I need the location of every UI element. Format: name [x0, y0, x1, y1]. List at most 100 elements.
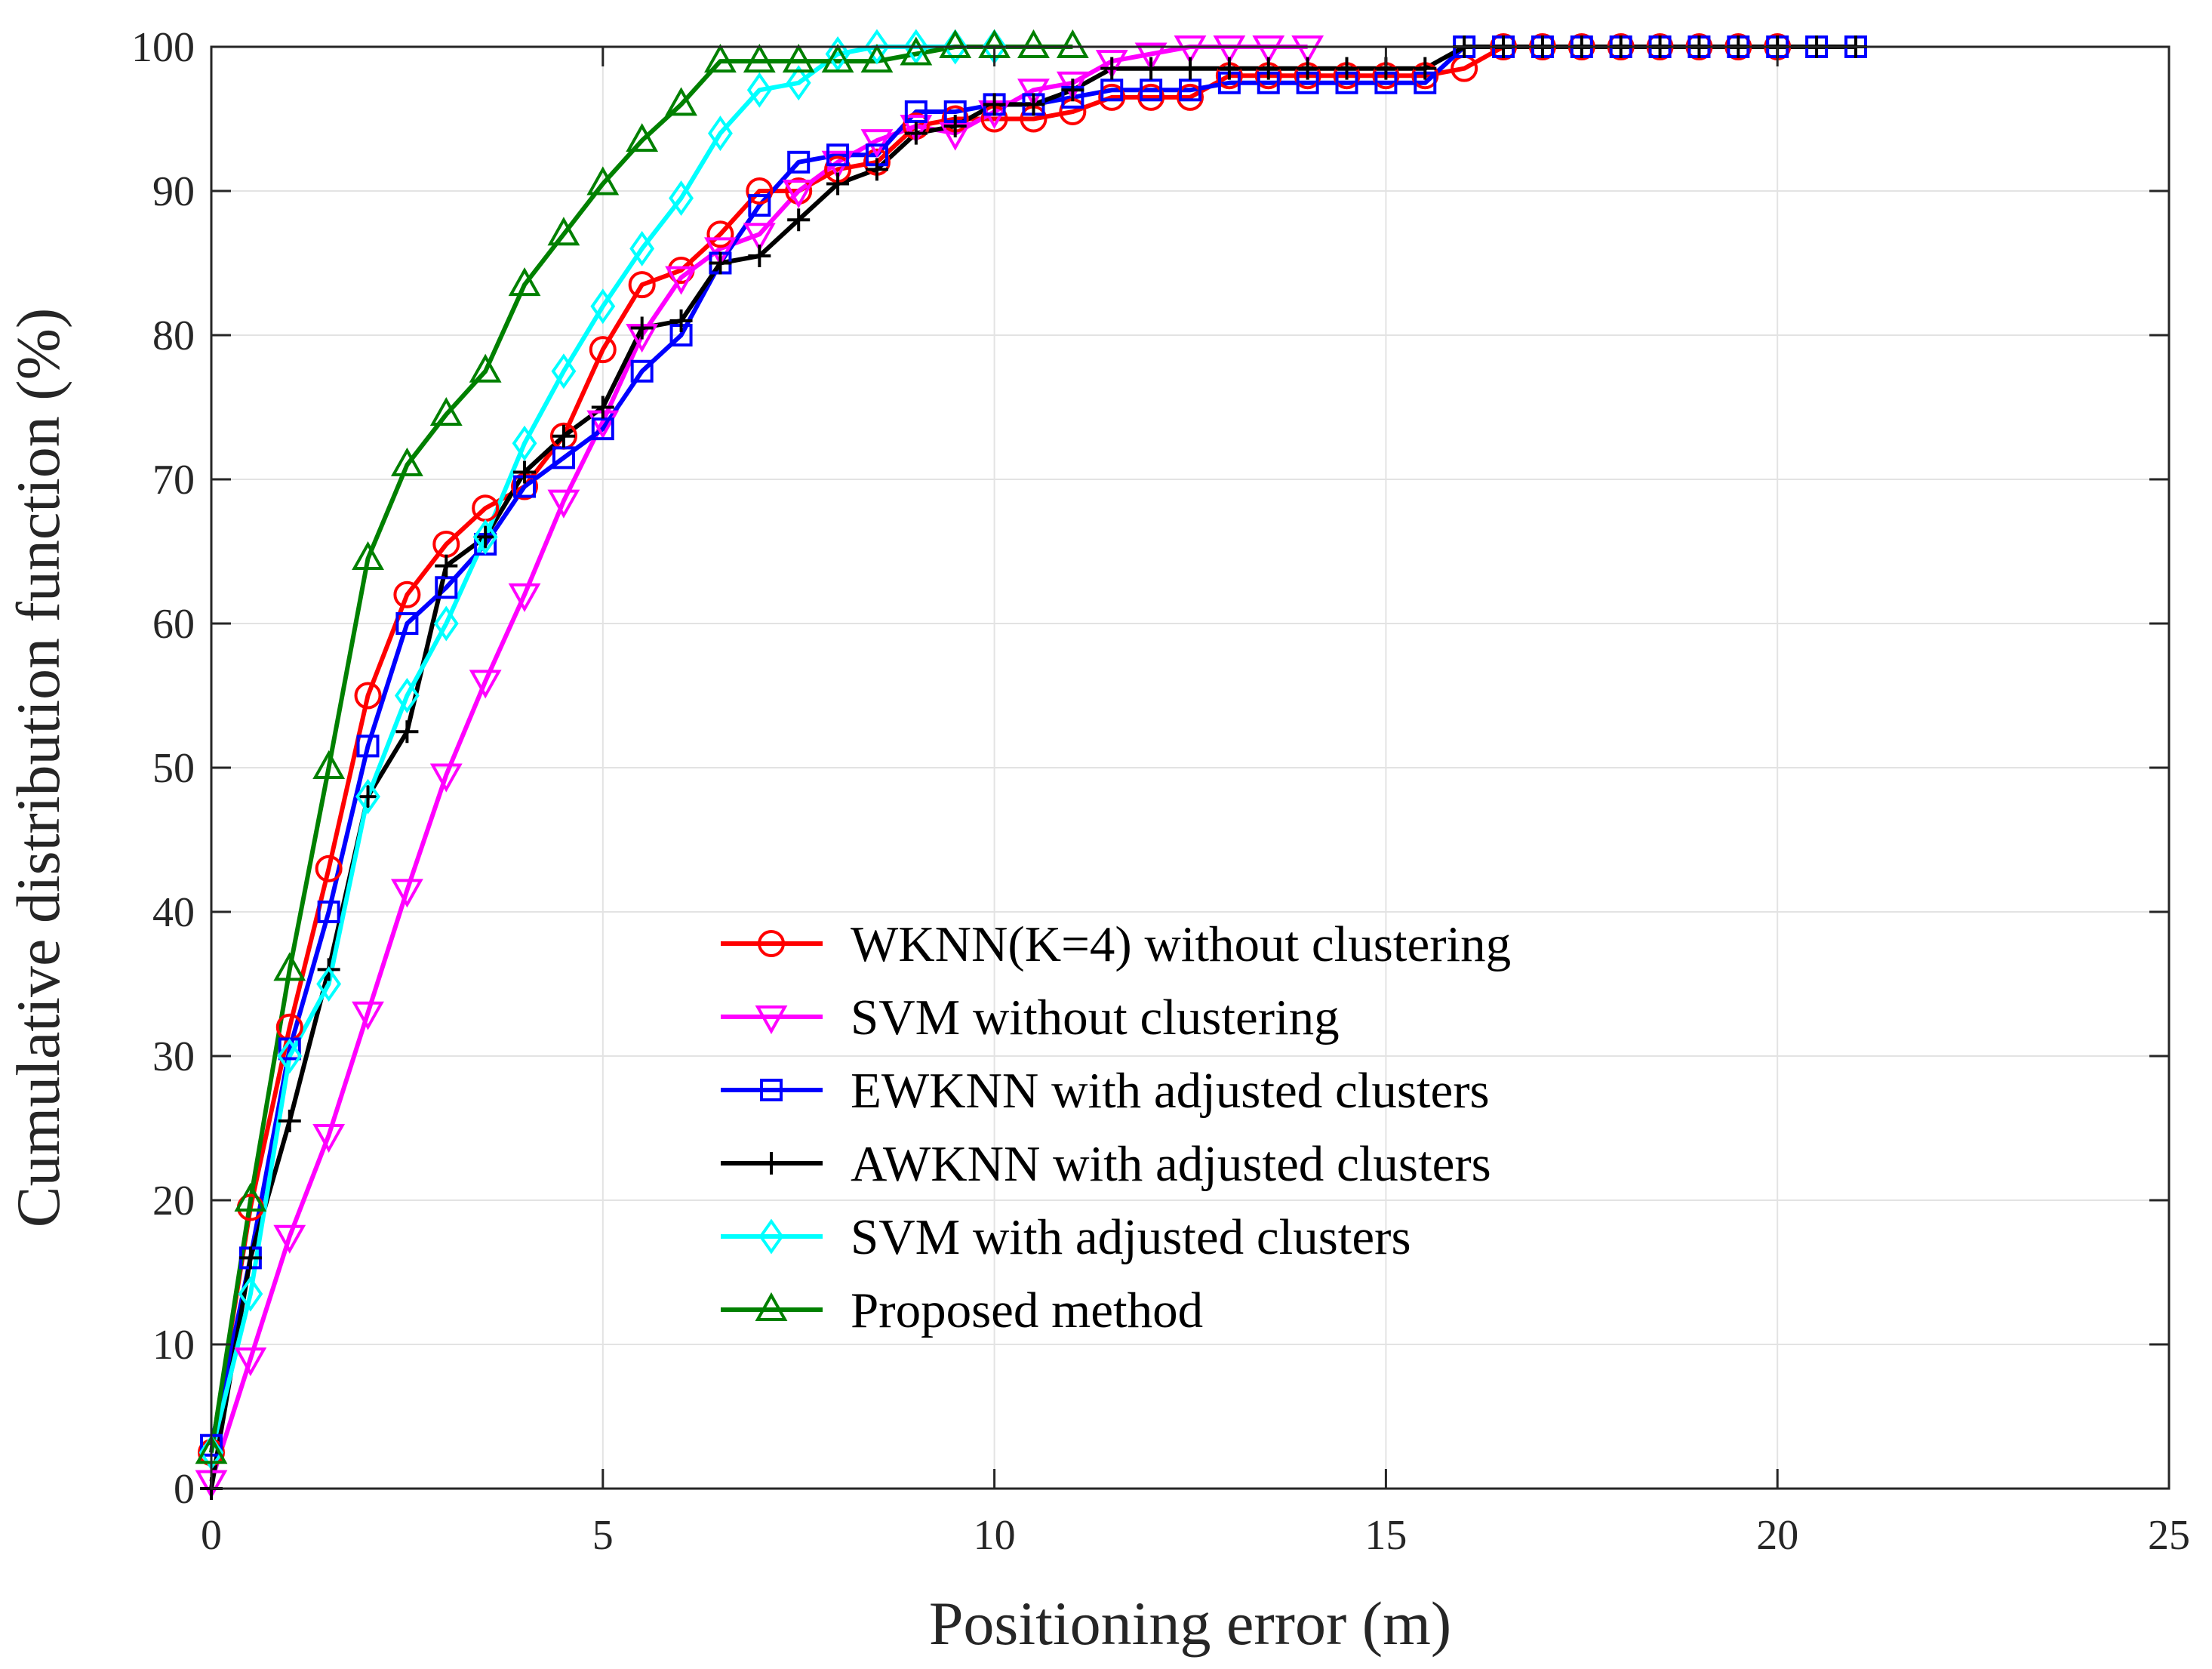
series-line-proposed-method: [209, 45, 1073, 1453]
y-tick-label: 60: [152, 601, 195, 648]
data-point-svm-with-adjusted-clusters: [355, 778, 380, 814]
data-point-svm-without-clustering: [1213, 35, 1246, 65]
data-point-proposed-method: [860, 44, 894, 73]
data-point-proposed-method: [704, 44, 737, 73]
y-tick-label: 80: [152, 313, 195, 359]
data-point-wknn-k-4-without-clustering: [746, 177, 774, 205]
data-point-svm-without-clustering: [1174, 35, 1207, 65]
data-point-svm-without-clustering: [1017, 79, 1050, 108]
series-line-svm-without-clustering: [209, 45, 1308, 1483]
data-point-proposed-method: [782, 44, 815, 73]
data-point-awknn-with-adjusted-clusters: [1217, 57, 1241, 80]
data-point-wknn-k-4-without-clustering: [354, 682, 382, 710]
data-point-svm-with-adjusted-clusters: [433, 605, 459, 642]
legend-marker-svm-with-adjusted-clusters: [758, 1218, 784, 1255]
data-point-svm-without-clustering: [547, 489, 580, 519]
data-point-svm-with-adjusted-clusters: [669, 180, 694, 217]
data-point-ewknn-with-adjusted-clusters: [1140, 79, 1163, 102]
data-point-ewknn-with-adjusted-clusters: [826, 143, 850, 167]
data-point-awknn-with-adjusted-clusters: [748, 244, 771, 267]
data-point-wknn-k-4-without-clustering: [589, 336, 617, 364]
data-point-awknn-with-adjusted-clusters: [552, 424, 575, 448]
data-point-svm-without-clustering: [469, 670, 502, 699]
data-point-svm-without-clustering: [704, 237, 737, 266]
data-point-awknn-with-adjusted-clusters: [1061, 79, 1084, 102]
data-point-awknn-with-adjusted-clusters: [709, 251, 732, 275]
data-point-wknn-k-4-without-clustering: [1137, 83, 1165, 111]
y-tick-label: 10: [152, 1322, 195, 1369]
data-point-awknn-with-adjusted-clusters: [669, 309, 693, 332]
y-tick-label: 100: [131, 24, 195, 71]
data-point-ewknn-with-adjusted-clusters: [1179, 79, 1201, 102]
data-point-ewknn-with-adjusted-clusters: [748, 194, 771, 217]
legend-label: WKNN(K=4) without clustering: [851, 916, 1511, 972]
data-point-awknn-with-adjusted-clusters: [591, 396, 614, 419]
data-point-proposed-method: [900, 36, 933, 66]
y-tick-label: 70: [152, 457, 195, 503]
data-point-proposed-method: [352, 540, 384, 571]
x-tick-label: 25: [2148, 1512, 2190, 1559]
axis-ticks: [210, 45, 2170, 1490]
data-point-proposed-method: [821, 44, 854, 73]
data-point-svm-without-clustering: [1134, 42, 1168, 72]
data-point-proposed-method: [626, 123, 659, 152]
data-point-svm-without-clustering: [860, 129, 894, 159]
data-point-svm-without-clustering: [900, 115, 933, 144]
x-axis-title: Positioning error (m): [929, 1589, 1451, 1658]
data-point-svm-without-clustering: [1252, 35, 1285, 65]
data-point-proposed-method: [1056, 29, 1089, 58]
legend-marker-ewknn-with-adjusted-clusters: [760, 1079, 783, 1101]
data-point-svm-with-adjusted-clusters: [786, 65, 811, 101]
y-tick-label: 50: [152, 745, 195, 792]
data-point-proposed-method: [586, 166, 620, 196]
data-point-svm-without-clustering: [429, 763, 463, 793]
data-point-awknn-with-adjusted-clusters: [1022, 93, 1045, 116]
legend-label: SVM with adjusted clusters: [851, 1209, 1411, 1265]
data-point-svm-with-adjusted-clusters: [746, 72, 772, 108]
data-point-svm-with-adjusted-clusters: [316, 966, 342, 1002]
data-point-svm-with-adjusted-clusters: [707, 115, 733, 152]
data-point-awknn-with-adjusted-clusters: [435, 554, 458, 577]
data-point-awknn-with-adjusted-clusters: [1140, 57, 1163, 80]
data-point-ewknn-with-adjusted-clusters: [1100, 79, 1124, 102]
data-point-svm-without-clustering: [312, 1124, 346, 1153]
data-point-awknn-with-adjusted-clusters: [1414, 57, 1437, 80]
data-point-ewknn-with-adjusted-clusters: [435, 576, 458, 599]
data-point-svm-without-clustering: [234, 1347, 267, 1377]
data-point-awknn-with-adjusted-clusters: [1179, 57, 1201, 80]
y-axis-title: Cumulative distribution function (%): [4, 308, 72, 1227]
x-tick-label: 5: [592, 1512, 614, 1559]
data-point-svm-without-clustering: [782, 180, 815, 209]
data-point-svm-with-adjusted-clusters: [238, 1276, 263, 1312]
data-point-ewknn-with-adjusted-clusters: [630, 359, 654, 383]
data-point-svm-without-clustering: [352, 1001, 384, 1030]
legend-marker-wknn-k-4-without-clustering: [758, 930, 785, 957]
legend-marker-proposed-method: [755, 1292, 788, 1321]
data-point-ewknn-with-adjusted-clusters: [591, 417, 614, 441]
x-tick-label: 10: [974, 1512, 1016, 1559]
data-point-ewknn-with-adjusted-clusters: [317, 901, 340, 923]
data-point-awknn-with-adjusted-clusters: [630, 316, 654, 340]
data-point-proposed-method: [469, 353, 502, 383]
data-point-awknn-with-adjusted-clusters: [983, 93, 1006, 116]
data-point-awknn-with-adjusted-clusters: [513, 460, 537, 484]
data-point-proposed-method: [1017, 29, 1050, 58]
data-point-svm-without-clustering: [1095, 50, 1128, 79]
data-point-proposed-method: [665, 87, 697, 116]
data-point-svm-with-adjusted-clusters: [551, 353, 577, 390]
data-point-svm-with-adjusted-clusters: [825, 36, 851, 72]
legend-label: AWKNN with adjusted clusters: [851, 1136, 1491, 1192]
data-point-wknn-k-4-without-clustering: [706, 220, 734, 248]
data-point-awknn-with-adjusted-clusters: [474, 525, 497, 549]
x-tick-label: 0: [201, 1512, 222, 1559]
x-tick-labels: 0 5 10 15 20 25: [201, 1512, 2190, 1559]
data-point-awknn-with-adjusted-clusters: [865, 158, 888, 181]
data-point-proposed-method: [390, 447, 423, 476]
data-point-wknn-k-4-without-clustering: [628, 271, 656, 299]
data-point-svm-without-clustering: [1291, 35, 1324, 65]
y-tick-label: 0: [174, 1466, 195, 1513]
legend-marker-svm-without-clustering: [755, 1005, 788, 1035]
data-point-proposed-method: [547, 217, 580, 246]
data-point-awknn-with-adjusted-clusters: [238, 1246, 262, 1270]
